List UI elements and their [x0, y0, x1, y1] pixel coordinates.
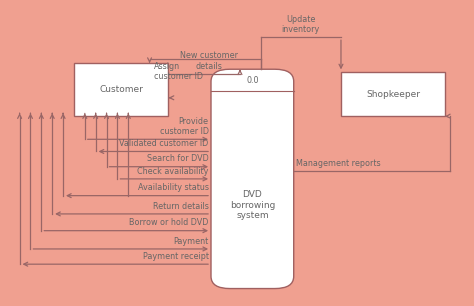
Text: Validated customer ID: Validated customer ID: [119, 139, 209, 148]
Text: Shopkeeper: Shopkeeper: [366, 90, 420, 99]
Text: New customer
details: New customer details: [180, 51, 238, 71]
Text: Payment: Payment: [173, 237, 209, 246]
Text: Update
inventory: Update inventory: [282, 15, 320, 34]
Text: Return details: Return details: [153, 202, 209, 211]
Text: Payment receipt: Payment receipt: [143, 252, 209, 261]
Text: Borrow or hold DVD: Borrow or hold DVD: [129, 218, 209, 227]
Text: Availability status: Availability status: [137, 183, 209, 192]
Text: Search for DVD: Search for DVD: [147, 154, 209, 163]
Text: Provide
customer ID: Provide customer ID: [160, 117, 209, 136]
Text: DVD
borrowing
system: DVD borrowing system: [230, 190, 275, 220]
Text: Management reports: Management reports: [296, 159, 381, 168]
FancyBboxPatch shape: [211, 69, 294, 289]
FancyBboxPatch shape: [74, 63, 168, 117]
FancyBboxPatch shape: [341, 72, 445, 117]
Text: 0.0: 0.0: [246, 76, 259, 85]
Text: Assign
customer ID: Assign customer ID: [155, 62, 203, 81]
Text: Customer: Customer: [99, 85, 143, 94]
Text: Check availability: Check availability: [137, 166, 209, 176]
